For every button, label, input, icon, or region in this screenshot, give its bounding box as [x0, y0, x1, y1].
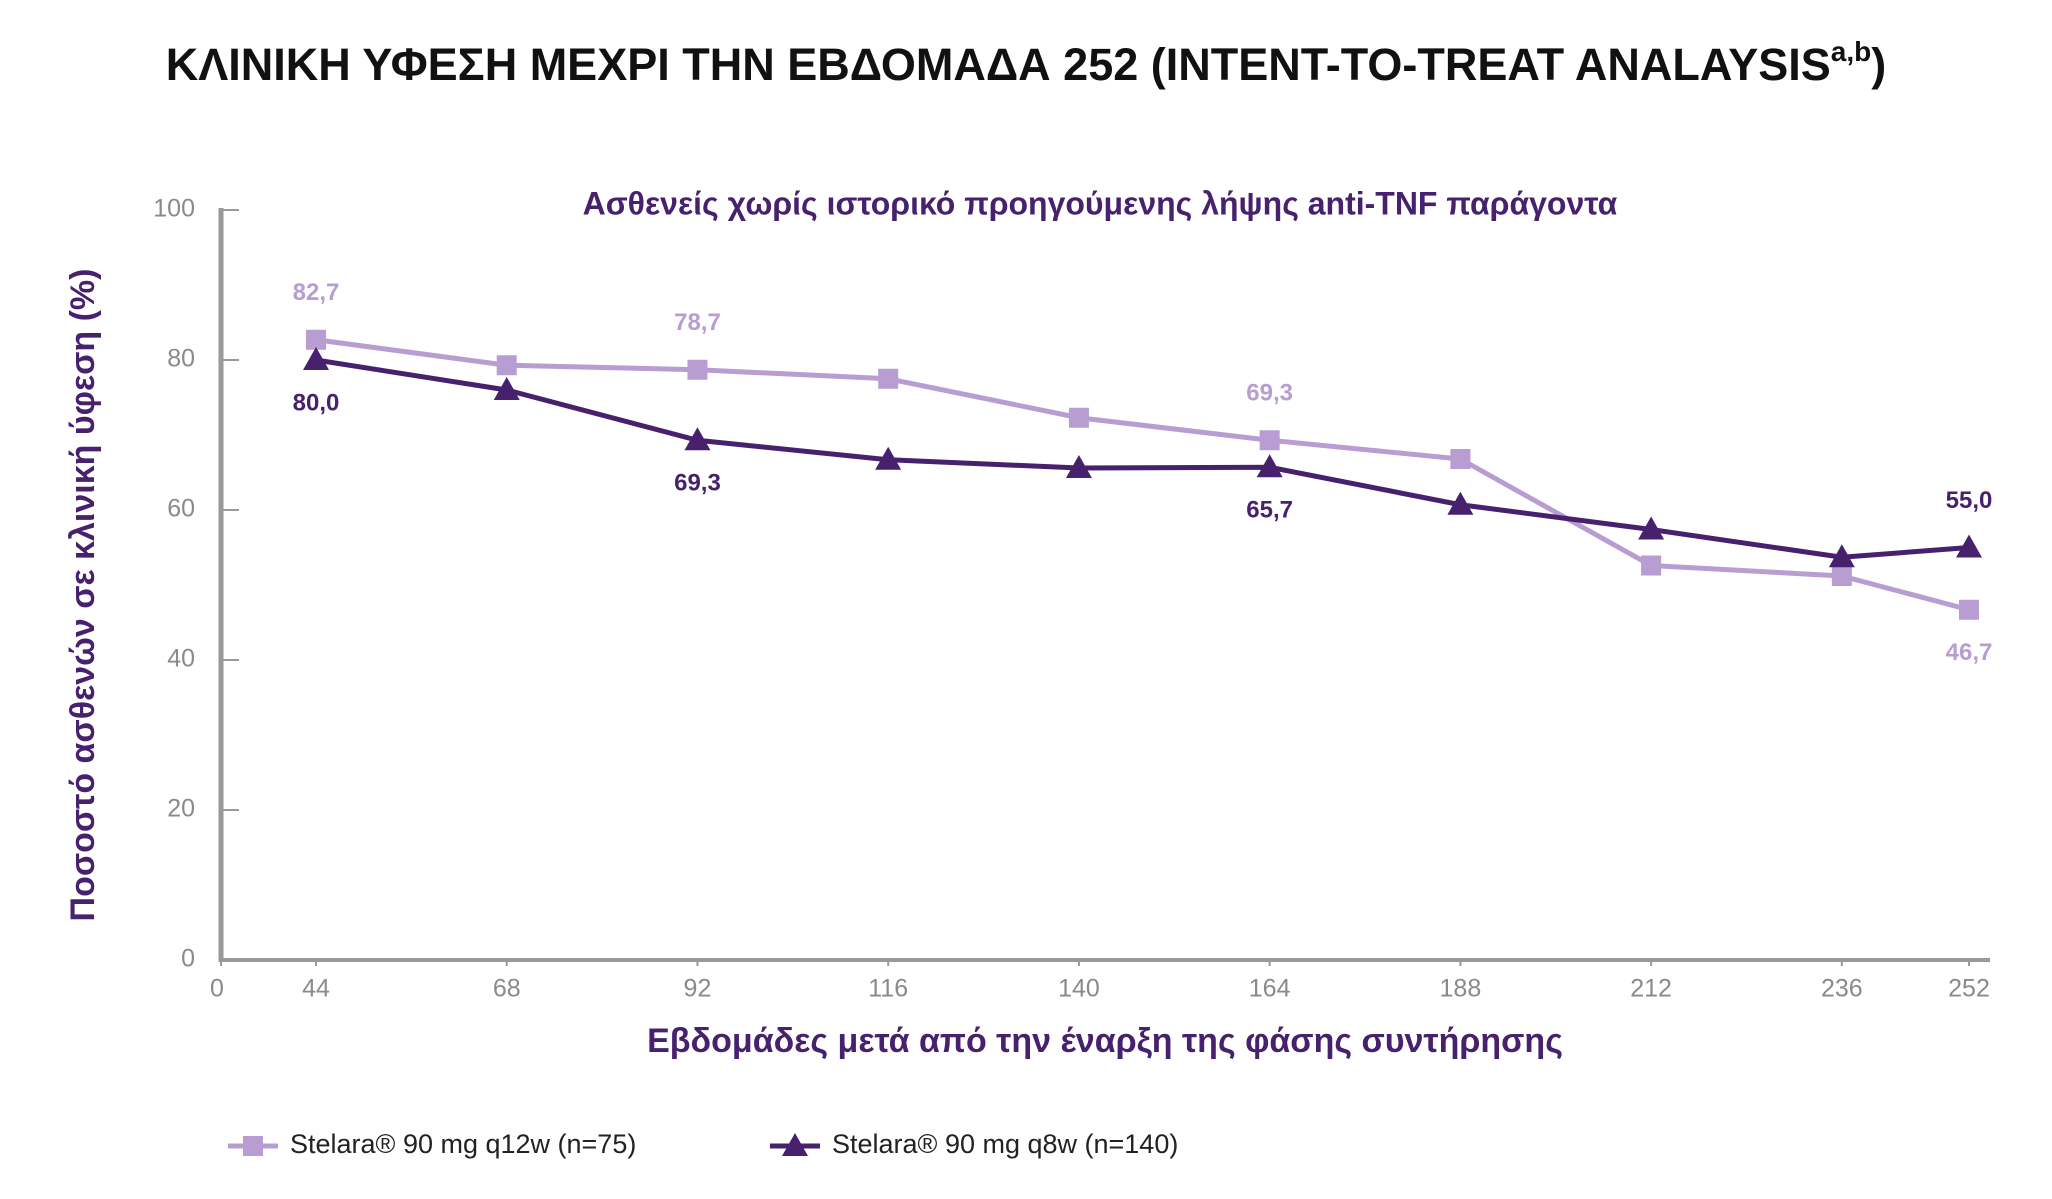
data-point — [306, 329, 326, 350]
y-tick-label: 80 — [167, 345, 195, 373]
data-label: 65,7 — [1246, 497, 1293, 524]
x-tick-label: 140 — [1058, 975, 1100, 1003]
data-label: 69,3 — [1246, 380, 1293, 407]
data-point — [493, 377, 520, 400]
series-line — [315, 357, 1970, 560]
y-tick-label: 0 — [181, 945, 195, 973]
data-point — [496, 355, 517, 376]
x-tick-label: 188 — [1440, 975, 1482, 1003]
data-point — [1638, 516, 1665, 540]
data-point — [1959, 599, 1979, 620]
x-tick-label: 212 — [1630, 975, 1672, 1003]
title-main: ΚΛΙΝΙΚΗ ΥΦΕΣΗ ΜΕΧΡΙ ΤΗΝ ΕΒΔΟΜΑΔΑ 252 (IN… — [166, 39, 1831, 90]
data-point — [1450, 449, 1471, 469]
data-point — [1259, 430, 1280, 451]
data-point — [1256, 454, 1283, 478]
legend-marker — [782, 1133, 808, 1156]
x-tick-label: 92 — [684, 975, 712, 1003]
data-point — [1956, 534, 1982, 558]
x-axis-label: Εβδομάδες μετά από την έναρξη της φάσης … — [647, 1022, 1563, 1060]
x-tick-label: 236 — [1821, 975, 1863, 1003]
data-point — [1068, 407, 1089, 428]
data-point — [875, 446, 902, 470]
data-point — [1641, 555, 1662, 576]
x-tick-label: 0 — [210, 975, 224, 1003]
x-tick-label: 68 — [493, 975, 521, 1003]
data-label: 69,3 — [674, 470, 721, 497]
legend-label: Stelara® 90 mg q8w (n=140) — [832, 1129, 1178, 1159]
data-point — [1828, 544, 1855, 568]
data-point — [684, 427, 711, 451]
data-point — [878, 368, 899, 389]
x-tick-label: 252 — [1948, 975, 1990, 1003]
data-point — [1447, 491, 1474, 515]
data-point — [1831, 566, 1852, 586]
y-tick-label: 60 — [167, 495, 195, 523]
series-line — [315, 337, 1970, 613]
data-point — [303, 347, 329, 370]
data-label: 46,7 — [1946, 639, 1993, 666]
chart-title: ΚΛΙΝΙΚΗ ΥΦΕΣΗ ΜΕΧΡΙ ΤΗΝ ΕΒΔΟΜΑΔΑ 252 (IN… — [166, 36, 1887, 90]
title-end: ) — [1871, 39, 1886, 90]
x-tick-label: 116 — [868, 975, 908, 1003]
legend-marker — [243, 1136, 263, 1156]
title-superscript: a,b — [1831, 36, 1871, 67]
x-tick-label: 44 — [302, 975, 330, 1003]
y-tick-label: 40 — [167, 645, 195, 673]
y-tick-label: 100 — [153, 195, 195, 223]
data-label: 78,7 — [674, 309, 721, 336]
data-point — [687, 359, 708, 380]
data-point — [1065, 455, 1092, 478]
y-tick-label: 20 — [167, 795, 195, 823]
data-label: 80,0 — [293, 389, 340, 416]
data-label: 55,0 — [1946, 487, 1993, 514]
x-tick-label: 164 — [1249, 975, 1291, 1003]
legend-label: Stelara® 90 mg q12w (n=75) — [290, 1129, 636, 1159]
data-label: 82,7 — [293, 279, 340, 306]
y-axis-label: Ποσοστό ασθενών σε κλινική ύφεση (%) — [64, 269, 102, 922]
subtitle: Ασθενείς χωρίς ιστορικό προηγούμενης λήψ… — [583, 185, 1618, 221]
